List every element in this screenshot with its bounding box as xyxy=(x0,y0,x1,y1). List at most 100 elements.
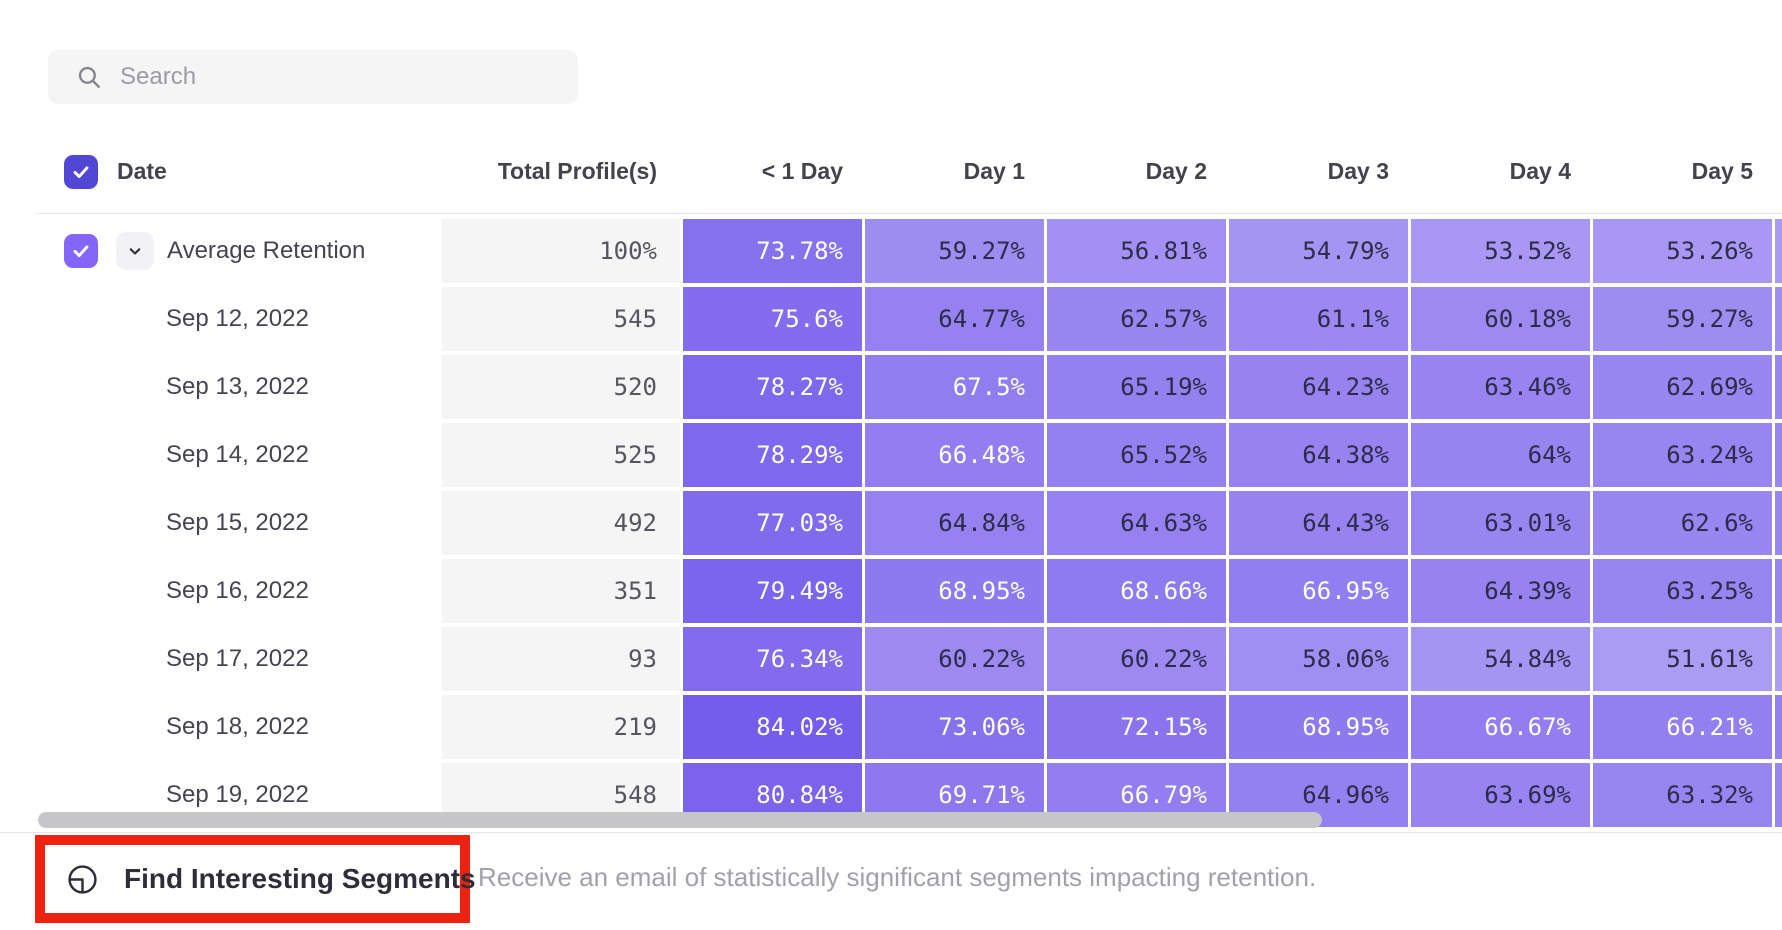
row-checkbox[interactable] xyxy=(64,234,98,268)
row-label: Average Retention xyxy=(167,237,366,264)
retention-cell[interactable]: 62.69% xyxy=(1593,355,1772,419)
retention-cell[interactable]: 54.84% xyxy=(1411,627,1590,691)
retention-cell[interactable]: 62.57% xyxy=(1047,287,1226,351)
retention-cell[interactable]: 63.24% xyxy=(1593,423,1772,487)
retention-cell[interactable]: 66.67% xyxy=(1411,695,1590,759)
search-icon xyxy=(78,66,100,88)
row-label: Sep 13, 2022 xyxy=(166,373,309,400)
retention-cell[interactable]: 79.49% xyxy=(683,559,862,623)
row-label-cell: Sep 18, 2022 xyxy=(36,695,439,759)
retention-cell[interactable]: 59.27% xyxy=(865,219,1044,283)
retention-cell[interactable]: 73.78% xyxy=(683,219,862,283)
table-header-row: Date Total Profile(s) < 1 Day Day 1 Day … xyxy=(36,130,1782,214)
retention-cell[interactable]: 63.25% xyxy=(1593,559,1772,623)
retention-cell[interactable]: 61.1% xyxy=(1229,287,1408,351)
row-label-cell: Sep 17, 2022 xyxy=(36,627,439,691)
row-label-cell: Sep 14, 2022 xyxy=(36,423,439,487)
retention-cell[interactable]: 66.21% xyxy=(1593,695,1772,759)
retention-cell[interactable]: 64.77% xyxy=(865,287,1044,351)
row-label: Sep 18, 2022 xyxy=(166,713,309,740)
retention-cell[interactable]: 63.69% xyxy=(1411,763,1590,827)
day-header-2: Day 2 xyxy=(1145,158,1207,184)
total-profiles-cell: 545 xyxy=(442,287,680,351)
retention-cell[interactable]: 64.23% xyxy=(1229,355,1408,419)
retention-cell[interactable]: 60.18% xyxy=(1411,287,1590,351)
retention-cell[interactable]: 64.63% xyxy=(1047,491,1226,555)
row-label: Sep 16, 2022 xyxy=(166,577,309,604)
retention-cell[interactable]: 51.61% xyxy=(1593,627,1772,691)
total-profiles-cell: 351 xyxy=(442,559,680,623)
retention-cell[interactable]: 78.27% xyxy=(683,355,862,419)
row-label: Sep 19, 2022 xyxy=(166,781,309,808)
find-interesting-segments-label: Find Interesting Segments xyxy=(124,863,476,894)
retention-cell[interactable]: 64.39% xyxy=(1411,559,1590,623)
table-row: Sep 17, 2022 93 76.34% 60.22% 60.22% 58.06% 54… xyxy=(36,627,1782,691)
retention-cell[interactable]: 64.43% xyxy=(1229,491,1408,555)
table-row: Sep 13, 2022 520 78.27% 67.5% 65.19% 64.23% 63… xyxy=(36,355,1782,419)
retention-cell[interactable]: 66.48% xyxy=(865,423,1044,487)
retention-cell[interactable]: 68.95% xyxy=(865,559,1044,623)
total-profiles-cell: 525 xyxy=(442,423,680,487)
total-profiles-cell: 93 xyxy=(442,627,680,691)
clipped-next-column-sliver xyxy=(1775,287,1782,351)
retention-cell[interactable]: 54.79% xyxy=(1229,219,1408,283)
check-icon xyxy=(73,245,89,258)
retention-cell[interactable]: 73.06% xyxy=(865,695,1044,759)
retention-cell[interactable]: 56.81% xyxy=(1047,219,1226,283)
row-label-cell: Sep 15, 2022 xyxy=(36,491,439,555)
retention-cell[interactable]: 76.34% xyxy=(683,627,862,691)
horizontal-scrollbar-thumb[interactable] xyxy=(38,812,1322,828)
table-row: Sep 15, 2022 492 77.03% 64.84% 64.63% 64.43% 6… xyxy=(36,491,1782,555)
retention-cell[interactable]: 78.29% xyxy=(683,423,862,487)
total-profiles-cell: 492 xyxy=(442,491,680,555)
day-header-3: Day 3 xyxy=(1327,158,1389,184)
retention-cell[interactable]: 65.52% xyxy=(1047,423,1226,487)
retention-cell[interactable]: 53.26% xyxy=(1593,219,1772,283)
row-label-cell: Sep 13, 2022 xyxy=(36,355,439,419)
total-profiles-cell: 520 xyxy=(442,355,680,419)
retention-cell[interactable]: 66.95% xyxy=(1229,559,1408,623)
find-interesting-segments-button[interactable]: Find Interesting Segments xyxy=(67,863,476,895)
segment-pie-icon xyxy=(68,864,97,894)
row-label: Sep 14, 2022 xyxy=(166,441,309,468)
retention-cell[interactable]: 64.38% xyxy=(1229,423,1408,487)
retention-cell[interactable]: 84.02% xyxy=(683,695,862,759)
retention-cell[interactable]: 63.32% xyxy=(1593,763,1772,827)
retention-cell[interactable]: 53.52% xyxy=(1411,219,1590,283)
retention-cell[interactable]: 72.15% xyxy=(1047,695,1226,759)
retention-cell[interactable]: 60.22% xyxy=(1047,627,1226,691)
row-label-cell: Sep 16, 2022 xyxy=(36,559,439,623)
retention-cell[interactable]: 60.22% xyxy=(865,627,1044,691)
expand-collapse-button[interactable] xyxy=(116,232,154,270)
clipped-next-column-sliver xyxy=(1775,355,1782,419)
total-profiles-header: Total Profile(s) xyxy=(497,158,657,184)
clipped-next-column-sliver xyxy=(1775,491,1782,555)
select-all-checkbox[interactable] xyxy=(64,154,98,189)
retention-cell[interactable]: 67.5% xyxy=(865,355,1044,419)
day-header-4: Day 4 xyxy=(1509,158,1571,184)
table-row: Sep 16, 2022 351 79.49% 68.95% 68.66% 66.95% 6… xyxy=(36,559,1782,623)
row-label: Sep 17, 2022 xyxy=(166,645,309,672)
row-label-cell: Sep 12, 2022 xyxy=(36,287,439,351)
retention-cell[interactable]: 65.19% xyxy=(1047,355,1226,419)
total-profiles-cell: 219 xyxy=(442,695,680,759)
check-icon xyxy=(73,165,89,178)
retention-cell[interactable]: 62.6% xyxy=(1593,491,1772,555)
retention-table-body: Average Retention 100% 73.78% 59.27% 56.81% 5… xyxy=(36,215,1782,827)
retention-cell[interactable]: 59.27% xyxy=(1593,287,1772,351)
retention-cell[interactable]: 77.03% xyxy=(683,491,862,555)
row-label: Sep 12, 2022 xyxy=(166,305,309,332)
retention-cell[interactable]: 68.66% xyxy=(1047,559,1226,623)
retention-cell[interactable]: 58.06% xyxy=(1229,627,1408,691)
retention-cell[interactable]: 63.46% xyxy=(1411,355,1590,419)
total-profiles-cell: 100% xyxy=(442,219,680,283)
retention-cell[interactable]: 64% xyxy=(1411,423,1590,487)
search-input[interactable] xyxy=(120,63,540,91)
table-row: Average Retention 100% 73.78% 59.27% 56.81% 5… xyxy=(36,219,1782,283)
retention-cell[interactable]: 63.01% xyxy=(1411,491,1590,555)
retention-cell[interactable]: 68.95% xyxy=(1229,695,1408,759)
horizontal-scrollbar-track[interactable] xyxy=(0,810,1782,829)
retention-cell[interactable]: 64.84% xyxy=(865,491,1044,555)
date-header-label: Date xyxy=(117,158,167,184)
retention-cell[interactable]: 75.6% xyxy=(683,287,862,351)
